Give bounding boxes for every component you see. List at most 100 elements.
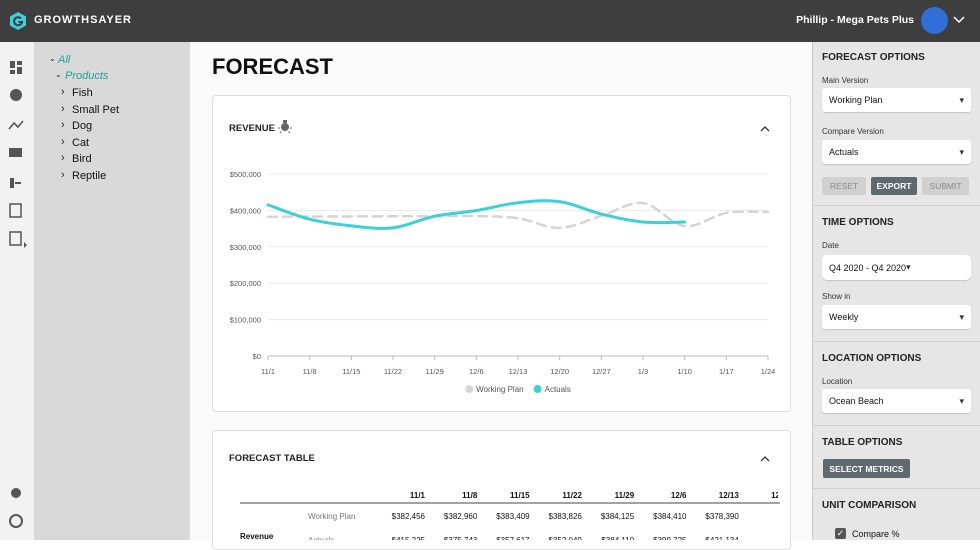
- divider: [812, 488, 980, 489]
- y-tick-label: $400,000: [230, 206, 261, 215]
- cell: $382,456: [392, 512, 426, 521]
- section-title: FORECAST OPTIONS: [822, 52, 925, 63]
- options-panel: [812, 42, 980, 540]
- collapse-caret[interactable]: [760, 456, 770, 462]
- select[interactable]: Working Plan: [822, 88, 971, 112]
- y-tick-label: $0: [253, 352, 261, 361]
- date-value: Q4 2020 - Q4 2020: [829, 262, 907, 273]
- tree-caret: ›: [61, 102, 65, 115]
- column-header: 11/15: [510, 491, 530, 500]
- bulb-icon: [278, 120, 292, 134]
- tree-item[interactable]: Reptile: [72, 169, 107, 182]
- cell: $384,125: [601, 512, 635, 521]
- logo: [10, 12, 26, 30]
- x-tick-label: 11/8: [303, 367, 317, 376]
- cell: $357,617: [496, 536, 530, 540]
- x-tick-label: 12/20: [550, 367, 569, 376]
- x-tick-label: 11/15: [342, 367, 360, 376]
- tree-caret: ⌄: [55, 70, 62, 79]
- legend-swatch: [533, 385, 542, 393]
- select[interactable]: Weekly: [822, 305, 971, 329]
- button[interactable]: EXPORT: [871, 177, 917, 195]
- select-value: Working Plan: [829, 95, 883, 105]
- column-header: 12/20: [771, 491, 791, 500]
- page-title: FORECAST: [212, 54, 333, 79]
- cell: $383,826: [549, 512, 583, 521]
- cell: $399,725: [653, 536, 687, 540]
- column-header: 12/6: [671, 491, 687, 500]
- nav-icons[interactable]: [0, 42, 34, 540]
- date-input[interactable]: Q4 2020 - Q4 2020: [822, 255, 971, 280]
- x-tick-label: 11/22: [384, 367, 402, 376]
- cell: $421,134: [705, 536, 739, 540]
- tree-caret: ›: [61, 135, 65, 148]
- y-tick-label: $300,000: [230, 243, 261, 252]
- icon-bar: [0, 42, 34, 540]
- cell: $384,110: [601, 536, 634, 540]
- x-tick-label: 11/29: [426, 367, 444, 376]
- tree-group[interactable]: Products: [65, 70, 109, 82]
- select[interactable]: Ocean Beach: [822, 389, 971, 413]
- tree-item[interactable]: Bird: [72, 153, 92, 165]
- series-line: [266, 201, 770, 230]
- tree-caret: ›: [61, 86, 65, 98]
- legend-label: Actuals: [545, 385, 571, 394]
- user-name[interactable]: Phillip - Mega Pets Plus: [796, 14, 914, 26]
- section-title: TIME OPTIONS: [822, 217, 894, 228]
- cell: $383,409: [496, 512, 530, 521]
- select[interactable]: Actuals: [822, 140, 971, 164]
- field-label: Date: [822, 241, 839, 250]
- y-tick-label: $200,000: [230, 279, 261, 288]
- tree-item[interactable]: Dog: [72, 120, 93, 132]
- field-label: Show in: [822, 292, 851, 301]
- section-title: UNIT COMPARISON: [822, 500, 917, 511]
- top-bar: GROWTHSAYER Phillip - Mega Pets Plus: [0, 0, 980, 42]
- avatar[interactable]: [921, 7, 948, 34]
- button[interactable]: SUBMIT: [922, 177, 969, 195]
- column-header: 12/13: [719, 491, 740, 500]
- x-tick-label: 1/24: [761, 367, 776, 376]
- column-header: 11/22: [562, 491, 582, 500]
- table-card: [212, 430, 791, 550]
- divider: [812, 205, 980, 206]
- divider: [812, 425, 980, 426]
- field-label: Compare Version: [822, 127, 884, 136]
- collapse-caret[interactable]: [760, 126, 770, 132]
- tree-item[interactable]: Cat: [72, 136, 90, 149]
- x-tick-label: 11/1: [261, 367, 275, 376]
- field-label: Location: [822, 377, 853, 386]
- select-value: Actuals: [829, 147, 859, 157]
- revenue-card: [212, 95, 791, 412]
- checkbox-label[interactable]: Compare %: [852, 529, 900, 539]
- legend-label: Working Plan: [476, 385, 523, 394]
- checkbox[interactable]: ✓: [835, 528, 846, 539]
- cell: $415,225: [392, 536, 426, 540]
- button[interactable]: SELECT METRICS: [823, 459, 910, 478]
- tree-caret: ›: [61, 152, 65, 164]
- row-label: Working Plan: [308, 512, 355, 521]
- forecast-table: FORECAST TABLE Revenue 11/1 11/8 11/15 11/2…: [229, 453, 791, 540]
- select-value: Ocean Beach: [829, 396, 884, 406]
- tree-item[interactable]: Fish: [72, 87, 93, 99]
- tree-caret: ›: [61, 119, 65, 131]
- table-title: FORECAST TABLE: [229, 453, 315, 464]
- column-header: 11/1: [410, 491, 426, 500]
- section-title: TABLE OPTIONS: [822, 437, 903, 448]
- user-menu-caret[interactable]: [953, 16, 965, 24]
- x-tick-label: 1/3: [638, 367, 648, 376]
- tree-panel: [34, 42, 190, 540]
- button[interactable]: RESET: [822, 177, 866, 195]
- x-tick-label: 1/17: [719, 367, 734, 376]
- y-tick-label: $100,000: [230, 316, 261, 325]
- chart: REVENUE $0 $100,000 $200,000 $300,000 $400,0…: [229, 120, 776, 394]
- cell: $382,960: [444, 512, 478, 521]
- cell: $352,049: [549, 536, 583, 540]
- tree-item[interactable]: Small Pet: [72, 103, 120, 116]
- table-body: 11/1 11/8 11/15 11/22 11/29 12/6 12/13 12/20 Wor…: [308, 491, 791, 540]
- brand: GROWTHSAYER: [34, 14, 132, 26]
- series-line: [266, 199, 687, 230]
- x-tick-label: 1/10: [677, 367, 692, 376]
- x-tick-label: 12/6: [469, 367, 484, 376]
- y-tick-label: $500,000: [230, 170, 261, 179]
- tree-root[interactable]: All: [58, 54, 71, 66]
